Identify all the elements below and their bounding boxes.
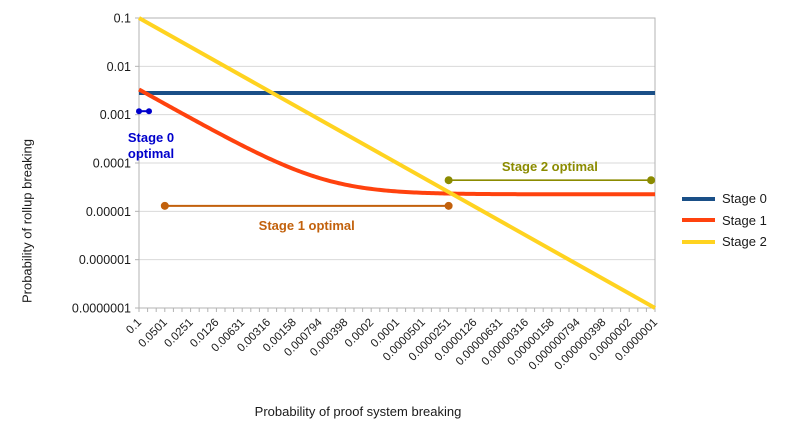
series-stage-2-line xyxy=(138,16,656,310)
x-axis-title: Probability of proof system breaking xyxy=(254,404,462,419)
legend-swatch xyxy=(682,239,715,244)
x-tick-label: 0.1 xyxy=(124,317,144,337)
legend-entry-stage-2: Stage 2 xyxy=(682,231,767,253)
stage-2-optimal-dot xyxy=(444,176,453,185)
legend-swatch xyxy=(682,196,715,201)
stage-1-optimal-dot xyxy=(160,201,169,210)
y-tick-label: 0.001 xyxy=(100,108,131,122)
stage-0-optimal-label: Stage 0 optimal xyxy=(127,130,175,162)
y-axis-title: Probability of rollup breaking xyxy=(19,138,35,304)
stage-2-optimal-label: Stage 2 optimal xyxy=(501,159,598,175)
y-tick-label: 0.01 xyxy=(107,60,131,74)
series-stage-1-line xyxy=(138,87,655,197)
legend-label: Stage 0 xyxy=(722,191,767,207)
y-tick-label: 0.0000001 xyxy=(72,302,131,316)
stage-2-optimal-dot xyxy=(647,176,656,185)
legend-swatch xyxy=(682,218,715,223)
y-tick-label: 0.000001 xyxy=(79,253,131,267)
y-tick-label: 0.1 xyxy=(114,12,131,26)
stage-0-optimal-dot xyxy=(136,108,142,115)
legend-label: Stage 2 xyxy=(722,234,767,250)
stage-1-optimal-dot xyxy=(444,201,453,210)
y-tick-label: 0.00001 xyxy=(86,205,131,219)
y-tick-label: 0.0001 xyxy=(93,157,131,171)
legend-entry-stage-0: Stage 0 xyxy=(682,188,767,210)
legend-label: Stage 1 xyxy=(722,212,767,228)
legend-entry-stage-1: Stage 1 xyxy=(682,210,767,232)
stage-1-optimal-label: Stage 1 optimal xyxy=(258,217,355,233)
stage-0-optimal-dot xyxy=(146,108,153,115)
legend: Stage 0 Stage 1 Stage 2 xyxy=(682,188,767,253)
